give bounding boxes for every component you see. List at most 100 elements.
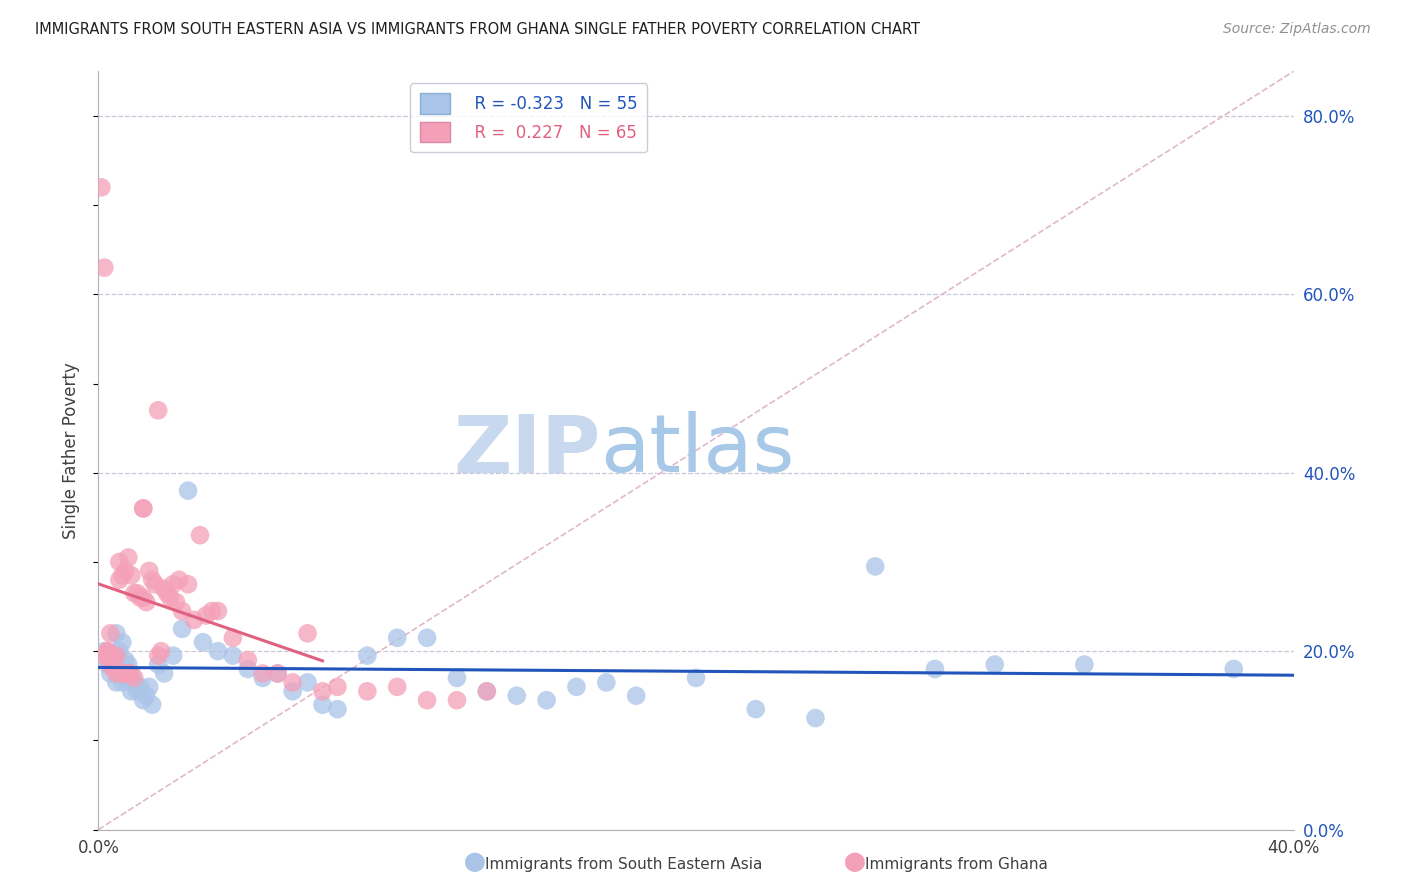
Point bbox=[148, 403, 170, 417]
Point bbox=[103, 653, 125, 667]
Point bbox=[105, 666, 128, 681]
Point bbox=[191, 635, 214, 649]
Point bbox=[252, 666, 274, 681]
Point bbox=[1073, 657, 1095, 672]
Point bbox=[207, 644, 229, 658]
Point bbox=[108, 573, 131, 587]
Point bbox=[446, 693, 468, 707]
Point bbox=[114, 653, 136, 667]
Point bbox=[93, 644, 115, 658]
Point bbox=[167, 573, 190, 587]
Point bbox=[114, 564, 136, 578]
Point bbox=[103, 648, 125, 663]
Point bbox=[281, 684, 304, 698]
Point bbox=[804, 711, 827, 725]
Point bbox=[138, 564, 160, 578]
Point bbox=[201, 604, 224, 618]
Point bbox=[93, 260, 115, 275]
Point bbox=[162, 577, 184, 591]
Point bbox=[177, 577, 200, 591]
Point bbox=[124, 671, 146, 685]
Point bbox=[135, 595, 157, 609]
Point bbox=[297, 626, 319, 640]
Point bbox=[124, 586, 146, 600]
Point bbox=[108, 644, 131, 658]
Point bbox=[207, 604, 229, 618]
Point bbox=[162, 648, 184, 663]
Point bbox=[98, 657, 122, 672]
Point bbox=[111, 635, 134, 649]
Point bbox=[120, 666, 142, 681]
Text: ⬤: ⬤ bbox=[844, 853, 866, 872]
Point bbox=[120, 684, 142, 698]
Point bbox=[252, 671, 274, 685]
Point bbox=[195, 608, 218, 623]
Point bbox=[132, 591, 155, 605]
Point bbox=[96, 644, 118, 658]
Point bbox=[416, 693, 439, 707]
Point bbox=[536, 693, 558, 707]
Point bbox=[105, 675, 128, 690]
Point bbox=[117, 550, 139, 565]
Point bbox=[172, 622, 194, 636]
Point bbox=[356, 648, 378, 663]
Point bbox=[183, 613, 205, 627]
Point bbox=[281, 675, 304, 690]
Text: IMMIGRANTS FROM SOUTH EASTERN ASIA VS IMMIGRANTS FROM GHANA SINGLE FATHER POVERT: IMMIGRANTS FROM SOUTH EASTERN ASIA VS IM… bbox=[35, 22, 920, 37]
Point bbox=[129, 591, 152, 605]
Point bbox=[326, 702, 349, 716]
Point bbox=[132, 693, 155, 707]
Point bbox=[117, 666, 139, 681]
Point bbox=[297, 675, 319, 690]
Point bbox=[132, 501, 155, 516]
Point bbox=[108, 555, 131, 569]
Point bbox=[1223, 662, 1246, 676]
Point bbox=[685, 671, 707, 685]
Point bbox=[127, 586, 149, 600]
Point bbox=[222, 648, 245, 663]
Point bbox=[385, 631, 409, 645]
Point bbox=[236, 653, 259, 667]
Point bbox=[124, 675, 146, 690]
Point bbox=[924, 662, 946, 676]
Point bbox=[148, 657, 170, 672]
Y-axis label: Single Father Poverty: Single Father Poverty bbox=[62, 362, 80, 539]
Text: Immigrants from Ghana: Immigrants from Ghana bbox=[865, 857, 1047, 872]
Text: Immigrants from South Eastern Asia: Immigrants from South Eastern Asia bbox=[485, 857, 762, 872]
Point bbox=[188, 528, 211, 542]
Point bbox=[177, 483, 200, 498]
Point bbox=[865, 559, 887, 574]
Point bbox=[159, 591, 181, 605]
Point bbox=[236, 662, 259, 676]
Point bbox=[565, 680, 588, 694]
Point bbox=[595, 675, 617, 690]
Point bbox=[117, 657, 139, 672]
Point bbox=[475, 684, 498, 698]
Point bbox=[141, 573, 163, 587]
Text: ⬤: ⬤ bbox=[464, 853, 486, 872]
Point bbox=[267, 666, 290, 681]
Point bbox=[141, 698, 163, 712]
Point bbox=[311, 698, 333, 712]
Point bbox=[114, 666, 136, 681]
Point bbox=[150, 644, 173, 658]
Point bbox=[356, 684, 378, 698]
Text: ZIP: ZIP bbox=[453, 411, 600, 490]
Point bbox=[267, 666, 290, 681]
Point bbox=[156, 586, 179, 600]
Point bbox=[222, 631, 245, 645]
Point bbox=[111, 666, 134, 681]
Point bbox=[98, 626, 122, 640]
Point bbox=[326, 680, 349, 694]
Point bbox=[385, 680, 409, 694]
Point bbox=[96, 657, 118, 672]
Point bbox=[135, 689, 157, 703]
Point bbox=[165, 595, 187, 609]
Point bbox=[111, 568, 134, 582]
Point bbox=[108, 662, 131, 676]
Point bbox=[446, 671, 468, 685]
Point bbox=[111, 666, 134, 681]
Point bbox=[103, 662, 125, 676]
Point bbox=[311, 684, 333, 698]
Point bbox=[129, 680, 152, 694]
